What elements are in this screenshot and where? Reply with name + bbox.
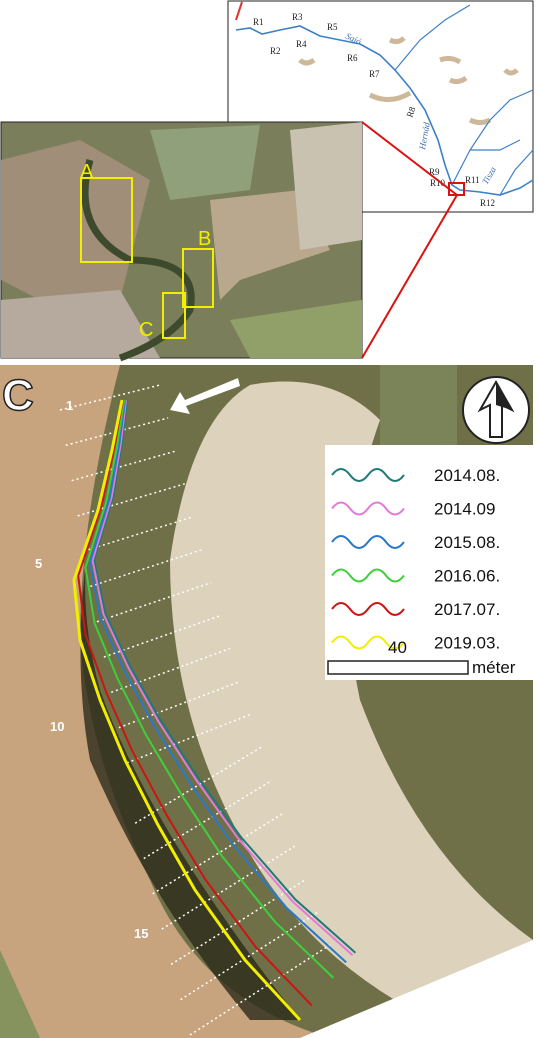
reach-label: R12 [480,198,495,208]
section-label: 15 [134,926,148,941]
reach-label: R4 [296,39,307,49]
reach-label: R7 [369,69,380,79]
legend-label: 2019.03. [434,634,500,653]
section-label: 5 [35,556,42,571]
legend-label: 2014.08. [434,466,500,485]
site-label: C [139,319,153,341]
reach-label: R1 [253,17,264,27]
section-label: 1 [66,398,73,413]
detail-image: C 1 5 10 15 2014.08. 2014.09 2015.08. 2016.… [0,365,533,1038]
legend-label: 2016.06. [434,567,500,586]
reach-label: R5 [327,22,338,32]
panel-label: C [2,371,34,420]
scale-bar [328,661,468,674]
section-label: 10 [50,719,64,734]
scale-unit: méter [472,658,516,677]
legend-label: 2014.09 [434,500,495,519]
scale-length: 40 [388,638,407,657]
overview-image: A B C [1,122,362,358]
reach-label: R6 [347,53,358,63]
reach-label: R11 [465,175,480,185]
site-label: A [80,161,94,183]
figure: R1 R2 R3 R4 R5 R6 R7 R8 R9 R10 R11 R12 S… [0,0,539,1038]
legend-label: 2015.08. [434,533,500,552]
reach-label: R3 [292,12,303,22]
legend-label: 2017.07. [434,600,500,619]
site-label: B [198,228,211,250]
reach-label: R2 [270,46,281,56]
